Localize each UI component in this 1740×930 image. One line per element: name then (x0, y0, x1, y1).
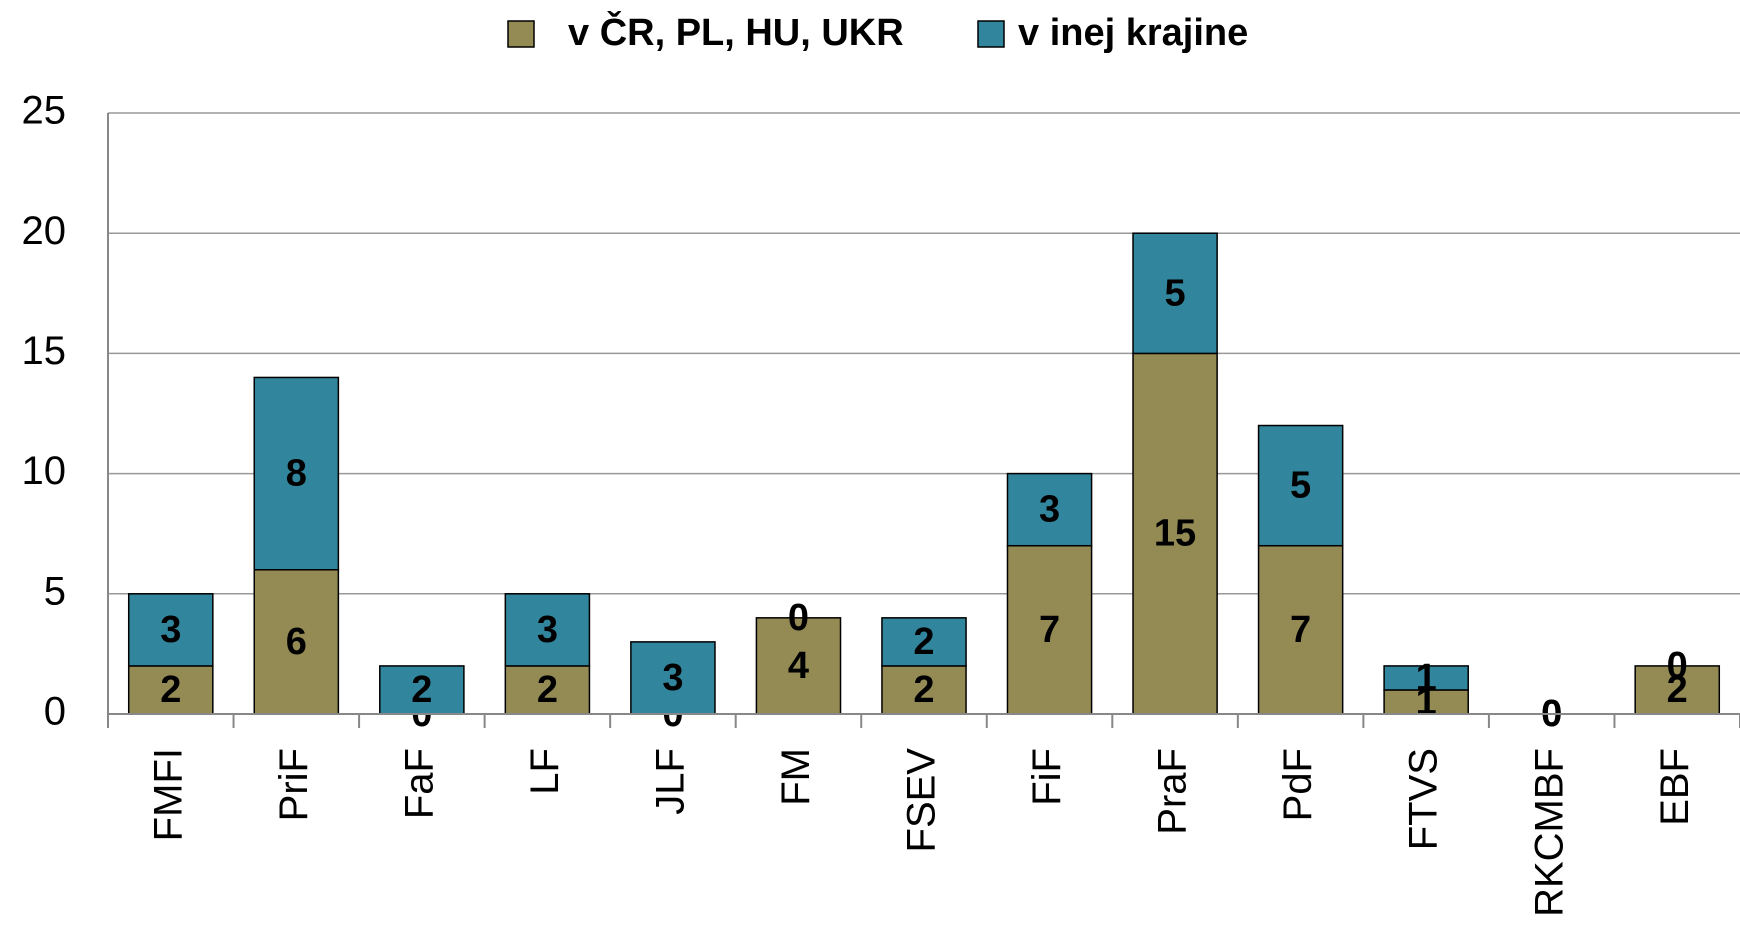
y-tick-label: 10 (22, 449, 67, 493)
bar-segment (1383, 689, 1469, 715)
x-tick-label: FSEV (900, 748, 944, 853)
data-label: 2 (913, 669, 934, 711)
x-tick-label: LF (523, 748, 567, 795)
x-tick-label: FTVS (1402, 748, 1446, 850)
bar-segment (1634, 665, 1721, 715)
data-label: 3 (662, 657, 683, 699)
x-tick-label: JLF (648, 748, 692, 815)
data-label: 2 (537, 669, 558, 711)
data-label: 3 (160, 609, 181, 651)
x-tick-label: EBF (1653, 748, 1697, 826)
bar-segment (1383, 665, 1469, 691)
data-label: 5 (1290, 465, 1311, 507)
bar-segment (253, 569, 340, 715)
x-tick-label: RKCMBF (1527, 748, 1571, 917)
bar-segment (1257, 424, 1344, 547)
x-tick-label: PraF (1151, 748, 1195, 835)
data-label: 3 (1039, 489, 1060, 531)
data-label: 15 (1154, 513, 1196, 555)
bar-segment (881, 617, 967, 667)
bar-segment (630, 641, 716, 715)
data-label: 1 (1416, 681, 1437, 723)
bar-segment (1006, 472, 1093, 547)
data-label: 5 (1165, 272, 1186, 314)
bar-segment (504, 665, 591, 715)
bar-segment (755, 617, 842, 715)
data-label: 2 (160, 669, 181, 711)
data-label: 1 (1416, 657, 1437, 699)
bar-segment (127, 665, 214, 715)
bar-segment (1132, 232, 1218, 355)
data-label: 3 (537, 609, 558, 651)
x-tick-label: FM (774, 748, 818, 806)
data-label: 0 (788, 597, 809, 639)
bar-segment (379, 665, 465, 715)
data-label: 7 (1290, 609, 1311, 651)
bar-segment (504, 593, 591, 667)
data-label: 7 (1039, 609, 1060, 651)
data-label: 6 (286, 621, 307, 663)
y-tick-label: 5 (44, 569, 66, 613)
data-label: 2 (411, 669, 432, 711)
bar-segment (881, 665, 967, 715)
x-tick-label: FaF (397, 748, 441, 819)
data-label: 2 (1667, 669, 1688, 711)
legend-label: v ČR, PL, HU, UKR (568, 9, 904, 54)
data-label: 2 (913, 621, 934, 663)
x-tick-label: FiF (1025, 748, 1069, 806)
legend-label: v inej krajine (1018, 12, 1248, 54)
data-label: 4 (788, 645, 809, 687)
data-label: 0 (1667, 645, 1688, 687)
y-tick-label: 0 (44, 690, 66, 734)
y-tick-label: 15 (22, 329, 67, 373)
bar-segment (253, 376, 340, 571)
x-tick-label: PdF (1276, 748, 1320, 821)
legend-swatch (507, 20, 535, 48)
y-tick-label: 20 (22, 209, 67, 253)
bar-segment (127, 593, 214, 667)
bar-segment (1006, 544, 1093, 715)
y-tick-label: 25 (22, 89, 67, 133)
legend-swatch (977, 20, 1005, 48)
x-tick-label: FMFI (146, 748, 190, 841)
x-tick-label: PriF (272, 748, 316, 821)
bar-segment (1257, 544, 1344, 715)
data-label: 8 (286, 453, 307, 495)
